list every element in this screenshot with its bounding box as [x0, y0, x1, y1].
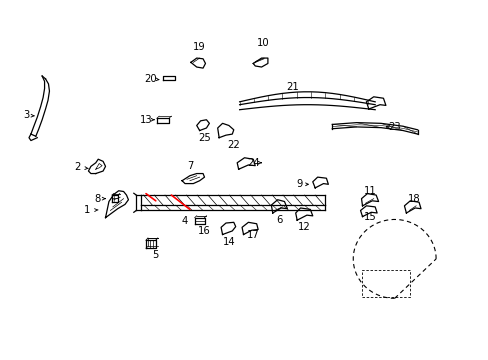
- Polygon shape: [105, 191, 128, 218]
- Text: 11: 11: [363, 186, 376, 197]
- Polygon shape: [366, 97, 385, 109]
- Text: 21: 21: [285, 82, 298, 93]
- Polygon shape: [182, 174, 204, 184]
- Polygon shape: [360, 206, 376, 217]
- Text: 15: 15: [363, 212, 376, 221]
- Polygon shape: [361, 194, 378, 206]
- Polygon shape: [88, 159, 105, 174]
- Text: 17: 17: [246, 230, 259, 239]
- Text: 4: 4: [182, 216, 188, 226]
- Polygon shape: [141, 205, 325, 211]
- Polygon shape: [162, 76, 175, 80]
- Polygon shape: [217, 123, 233, 138]
- Text: 12: 12: [297, 222, 310, 232]
- Polygon shape: [312, 177, 328, 188]
- Text: 24: 24: [246, 158, 259, 168]
- Text: 23: 23: [387, 122, 400, 132]
- Text: 20: 20: [144, 74, 157, 84]
- Text: 14: 14: [222, 237, 235, 247]
- Text: 2: 2: [74, 162, 81, 172]
- Polygon shape: [141, 195, 325, 205]
- Polygon shape: [194, 218, 204, 224]
- Text: 5: 5: [152, 250, 159, 260]
- Text: 19: 19: [193, 42, 205, 51]
- Polygon shape: [253, 58, 267, 67]
- Text: 22: 22: [227, 140, 240, 150]
- Polygon shape: [237, 158, 255, 169]
- Text: 6: 6: [276, 215, 282, 225]
- Text: 10: 10: [256, 38, 269, 48]
- Text: 16: 16: [198, 226, 210, 236]
- Text: 7: 7: [187, 161, 194, 171]
- Polygon shape: [295, 208, 312, 220]
- Polygon shape: [404, 201, 420, 213]
- Polygon shape: [242, 222, 258, 234]
- Text: 18: 18: [407, 194, 420, 204]
- Polygon shape: [271, 200, 287, 213]
- Text: 25: 25: [198, 133, 210, 143]
- Polygon shape: [146, 240, 156, 248]
- Polygon shape: [157, 118, 168, 123]
- Text: 9: 9: [295, 179, 302, 189]
- Text: 1: 1: [84, 206, 90, 216]
- Text: 8: 8: [94, 194, 100, 204]
- Polygon shape: [221, 222, 235, 234]
- Text: 3: 3: [23, 111, 29, 121]
- Polygon shape: [196, 120, 209, 131]
- Text: 13: 13: [140, 115, 152, 125]
- Polygon shape: [190, 58, 205, 68]
- Polygon shape: [112, 195, 118, 202]
